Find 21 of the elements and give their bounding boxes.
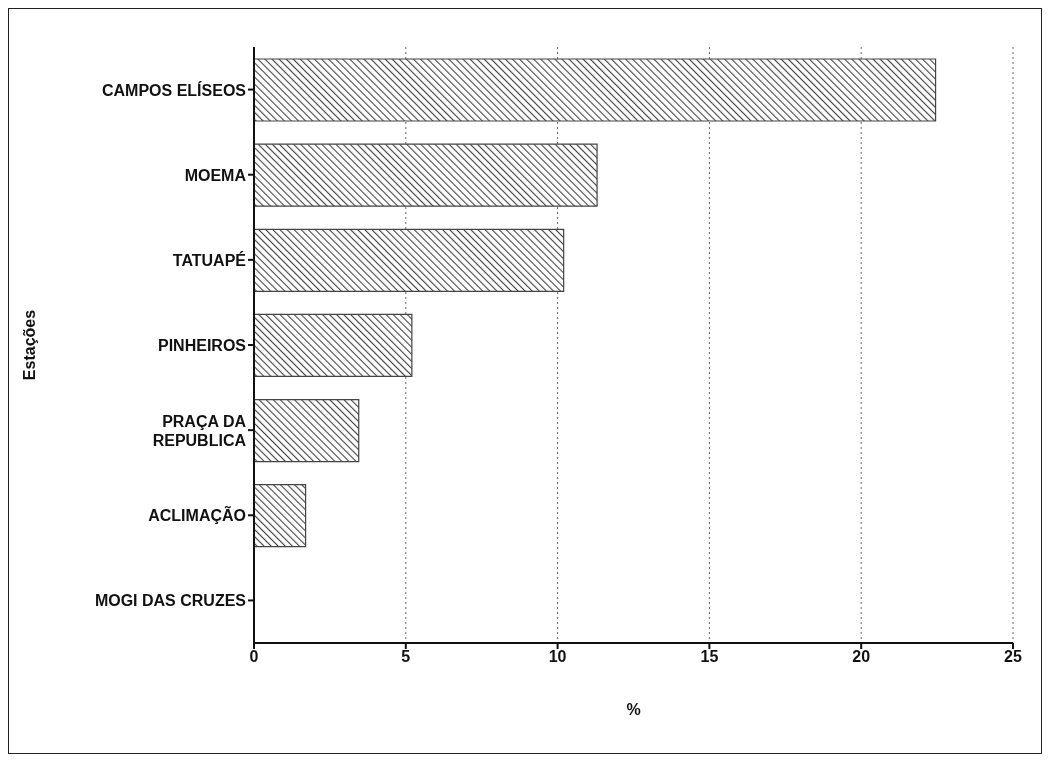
bar (254, 398, 360, 463)
x-tick-label: 0 (249, 648, 259, 666)
bar (254, 143, 598, 207)
y-tick-label: PINHEIROS (157, 336, 247, 354)
y-tick-label: MOGI DAS CRUZES (94, 591, 247, 609)
y-tick-label: CAMPOS ELÍSEOS (101, 80, 247, 99)
y-axis-title: Estações (20, 309, 38, 381)
bar (254, 484, 307, 548)
bar (254, 228, 565, 292)
y-tick-label: MOEMA (184, 166, 247, 184)
y-tick-label: PRAÇA DA REPUBLICA (152, 412, 247, 449)
y-tick-label: TATUAPÉ (172, 250, 247, 269)
x-tick-label: 15 (700, 648, 719, 666)
x-axis-title: % (626, 701, 641, 718)
bar (254, 313, 413, 378)
x-tick-label: 5 (401, 648, 411, 666)
x-tick-label: 25 (1004, 648, 1022, 666)
x-tick-label: 20 (852, 648, 871, 666)
x-tick-label: 10 (548, 648, 567, 666)
y-tick-label: ACLIMAÇÃO (148, 504, 246, 524)
bar (254, 58, 937, 122)
